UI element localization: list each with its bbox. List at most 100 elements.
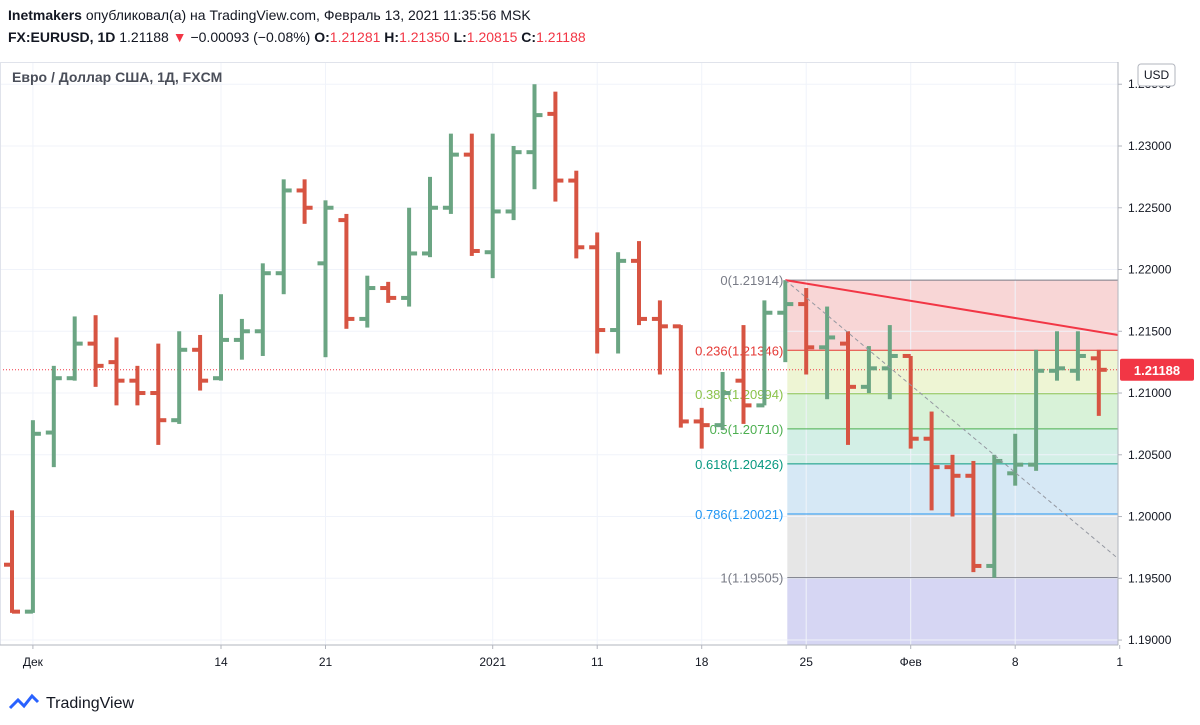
bar-open [192,347,201,352]
bar-open [233,337,242,342]
x-tick-label: 2021 [479,655,506,669]
bar-close [931,465,940,470]
bar-close [513,150,522,155]
bar-open [651,316,660,321]
trend-line [784,279,1119,559]
open-value: 1.21281 [330,29,381,45]
bar-range [992,454,997,578]
bar-open [547,111,556,116]
bar-range [260,263,265,356]
bar-range [30,420,35,613]
bar-close [952,473,961,478]
bar-range [929,411,934,511]
x-tick-label: 11 [591,655,604,669]
x-tick-label: 18 [695,655,709,669]
bar-open [1090,356,1099,361]
bar-open [442,205,451,210]
bar-close [1015,462,1024,467]
low-value: 1.20815 [467,29,518,45]
bar-open [631,258,639,263]
high-label: H: [384,29,399,45]
bar-range [804,288,809,375]
fib-band [787,280,1118,351]
chart-title: Евро / Доллар США, 1Д, FXCM [12,69,222,85]
quote-line: FX:EURUSD, 1D 1.21188 ▼ −0.00093 (−0.08%… [8,29,586,45]
y-tick-label: 1.21000 [1128,386,1172,400]
bar-open [986,563,995,568]
bar-range [135,365,140,406]
bar-open [756,403,765,408]
bar-close [241,329,250,334]
fib-label: 0.382(1.20994) [695,387,783,402]
bar-close [221,337,229,342]
bar-range [637,241,641,326]
bar-open [380,286,389,291]
change-arrow: ▼ [173,29,187,45]
bar-close [346,316,355,321]
bar-range [386,281,391,303]
y-tick-label: 1.23000 [1128,139,1172,153]
x-tick-label: 14 [214,655,228,669]
bar-close [325,205,334,210]
bar-close [994,458,1003,463]
bar-open [275,271,284,276]
bar-close [868,366,877,371]
bar-close [722,391,731,396]
bar-close [618,258,627,263]
bar-range [595,232,600,354]
bar-open [840,341,848,346]
bar-range [971,460,976,573]
y-tick-label: 1.22000 [1128,263,1172,277]
bar-open [902,353,911,358]
bar-range [72,316,77,381]
bar-range [574,170,579,259]
x-tick-label: 25 [800,655,814,669]
fib-band [787,577,1118,645]
bar-open [484,250,493,255]
bar-range [741,325,746,424]
bar-open [171,418,180,423]
bar-close [680,419,689,424]
x-tick-label: Фев [900,655,922,669]
bar-close [137,391,146,396]
bar-close [701,423,710,428]
bar-open [714,423,723,428]
bar-range [553,91,558,202]
bar-open [254,329,263,334]
bar-open [45,430,54,435]
fib-label: 0.5(1.20710) [710,422,784,437]
bar-open [338,218,347,223]
fib-label: 0.236(1.21346) [695,343,783,358]
y-tick-label: 1.20000 [1128,510,1172,524]
bar-range [448,133,453,214]
bar-open [693,419,702,424]
bar-open [66,376,75,381]
bar-open [819,345,828,350]
bar-open [317,261,326,266]
currency: USD [1144,68,1170,82]
currency-box[interactable] [1137,63,1176,87]
high-value: 1.21350 [399,29,450,45]
x-tick-label: 21 [319,655,333,669]
bar-open [526,150,535,155]
bar-open [589,245,598,250]
bar-open [860,384,869,389]
bar-close [806,345,815,350]
bar-range [762,300,767,406]
brand-logo [8,693,40,710]
fib-band [787,393,1118,429]
bar-open [463,152,472,157]
bar-open [505,209,514,214]
close-value: 1.21188 [536,29,586,45]
bar-close [430,205,438,210]
bar-range [177,331,182,424]
bar-close [304,205,313,210]
bar-close [409,251,418,256]
bar-range [469,133,474,256]
bar-close [639,316,647,321]
bar-range [1096,349,1101,416]
bar-close [534,113,543,118]
bar-close [973,563,982,568]
x-tick-label: 1 [1116,655,1123,669]
